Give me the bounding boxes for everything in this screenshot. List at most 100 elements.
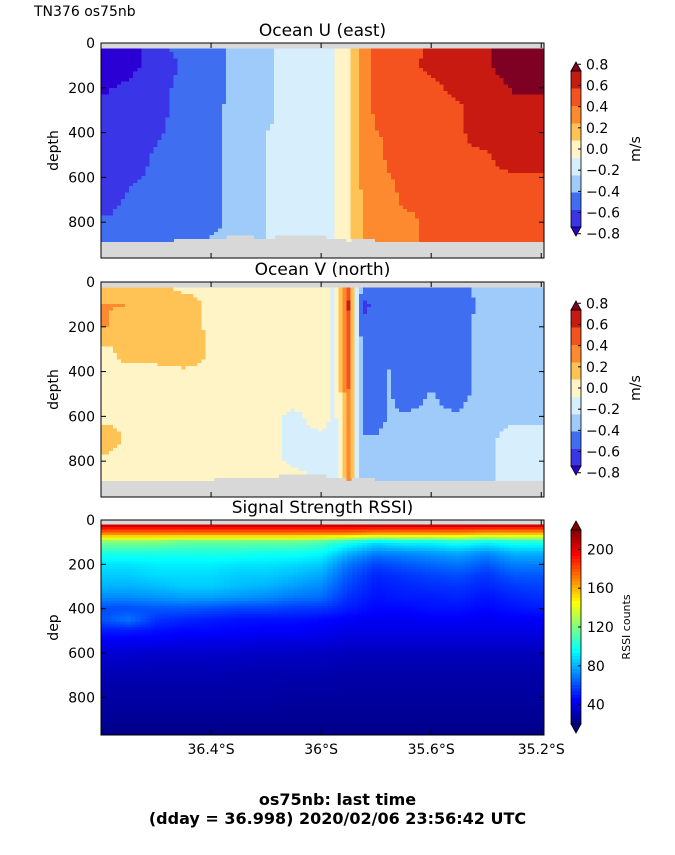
heatmap-cell [241,182,247,187]
heatmap-cell [366,78,372,82]
heatmap-cell [431,153,436,158]
heatmap-cell [221,71,227,76]
heatmap-cell [262,199,267,203]
heatmap-cell [157,218,163,223]
heatmap-cell [270,78,275,82]
heatmap-cell [165,84,171,89]
heatmap-cell [366,156,372,161]
heatmap-cell [193,68,199,73]
heatmap-cell [225,127,231,131]
heatmap-cell [121,156,126,161]
heatmap-cell [374,238,380,243]
heatmap-cell [306,143,312,148]
heatmap-cell [245,231,251,236]
heatmap-cell [382,87,388,92]
heatmap-cell [241,117,247,122]
heatmap-cell [334,205,340,210]
heatmap-cell [250,195,255,200]
heatmap-cell [177,228,183,233]
heatmap-cell [209,146,215,151]
heatmap-cell [306,156,312,161]
heatmap-cell [370,146,376,151]
heatmap-cell [322,150,328,154]
heatmap-cell [310,117,316,122]
heatmap-cell [153,182,158,187]
heatmap-cell [101,104,106,109]
heatmap-cell [390,87,396,92]
heatmap-cell [161,91,167,95]
heatmap-cell [266,215,271,220]
heatmap-cell [109,78,114,82]
heatmap-cell [262,87,267,92]
heatmap-cell [370,55,376,60]
heatmap-cell [133,61,138,66]
heatmap-cell [326,235,332,239]
heatmap-cell [427,107,432,112]
heatmap-cell [302,176,307,181]
heatmap-cell [290,127,295,131]
heatmap-cell [314,205,320,210]
heatmap-cell [286,218,291,223]
heatmap-cell [117,172,122,177]
heatmap-cell [221,172,227,177]
heatmap-cell [366,146,372,151]
heatmap-cell [390,186,396,190]
heatmap-cell [245,153,251,158]
heatmap-cell [177,117,183,122]
heatmap-cell [330,84,336,89]
heatmap-cell [169,127,175,131]
heatmap-cell [374,84,380,89]
heatmap-cell [439,159,444,164]
heatmap-cell [366,120,372,125]
heatmap-cell [390,58,396,63]
heatmap-cell [354,114,360,118]
heatmap-cell [310,84,316,89]
heatmap-cell [403,51,408,56]
heatmap-cell [274,156,279,161]
heatmap-cell [390,91,396,95]
heatmap-cell [177,199,183,203]
heatmap-cell [213,136,219,141]
heatmap-cell [358,192,364,197]
heatmap-cell [326,140,332,145]
heatmap-cell [169,104,175,109]
heatmap-cell [294,123,299,128]
heatmap-cell [105,163,110,167]
heatmap-cell [185,172,191,177]
heatmap-cell [286,71,291,76]
heatmap-cell [173,97,179,102]
heatmap-cell [157,78,163,82]
heatmap-cell [274,202,279,207]
heatmap-cell [334,107,340,112]
heatmap-cell [419,222,424,226]
heatmap-cell [334,117,340,122]
heatmap-cell [378,159,384,164]
heatmap-cell [173,87,179,92]
heatmap-cell [105,166,110,171]
heatmap-cell [374,123,380,128]
heatmap-cell [378,163,384,167]
heatmap-cell [378,94,384,99]
heatmap-cell [185,150,191,154]
heatmap-cell [290,169,295,174]
heatmap-cell [302,202,307,207]
heatmap-cell [407,133,412,138]
heatmap-cell [286,192,291,197]
heatmap-cell [217,189,223,194]
heatmap-cell [274,222,279,226]
heatmap-cell [407,156,412,161]
heatmap-cell [229,208,235,213]
heatmap-cell [294,84,299,89]
heatmap-cell [233,195,239,200]
heatmap-cell [443,156,448,161]
heatmap-cell [250,228,255,233]
heatmap-cell [282,228,287,233]
heatmap-cell [403,61,408,66]
heatmap-cell [201,186,207,190]
heatmap-cell [193,114,199,118]
heatmap-cell [294,222,299,226]
heatmap-cell [201,78,207,82]
heatmap-cell [403,215,408,220]
heatmap-cell [411,120,416,125]
heatmap-cell [407,146,412,151]
